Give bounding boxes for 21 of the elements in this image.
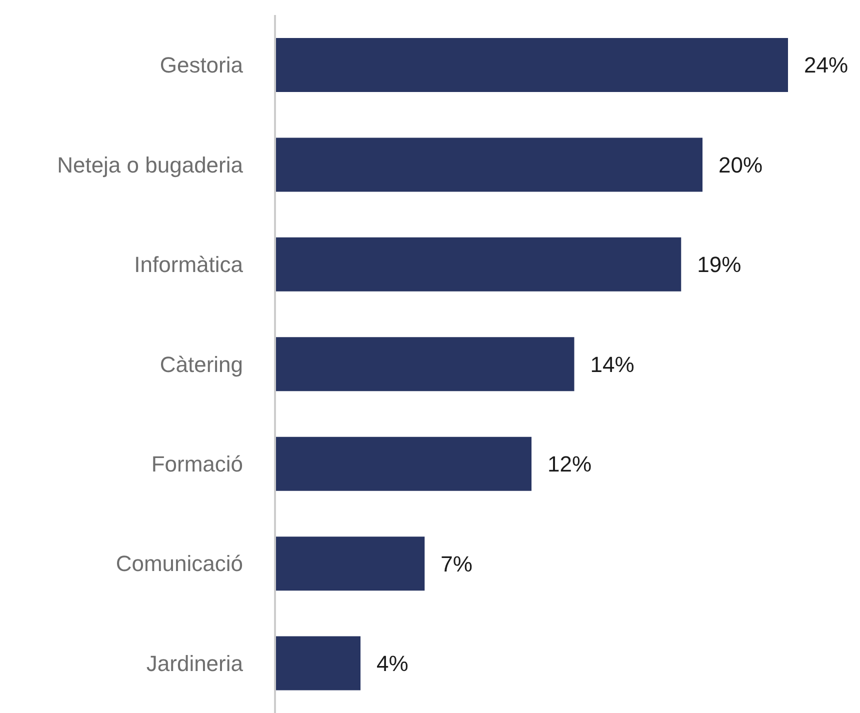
data-label: 19% [697,252,742,278]
bar [275,636,360,690]
bar [275,536,425,591]
y-tick-label: Càtering [160,352,243,377]
y-tick-label: Informàtica [134,252,244,278]
data-label: 4% [376,650,408,676]
y-tick-label: Comunicació [116,551,243,576]
bar [275,237,682,292]
bar [275,138,702,192]
y-tick-label: Jardineria [146,650,244,676]
data-label: 14% [590,352,634,377]
data-label: 20% [718,152,763,178]
data-label: 12% [548,452,592,477]
bar [275,38,788,92]
data-label: 24% [804,52,848,78]
data-label: 7% [440,551,472,576]
y-tick-label: Gestoria [160,52,244,78]
y-tick-label: Formació [151,452,243,477]
y-tick-label: Neteja o bugaderia [57,152,244,178]
bar [275,337,574,392]
bar [275,436,532,491]
